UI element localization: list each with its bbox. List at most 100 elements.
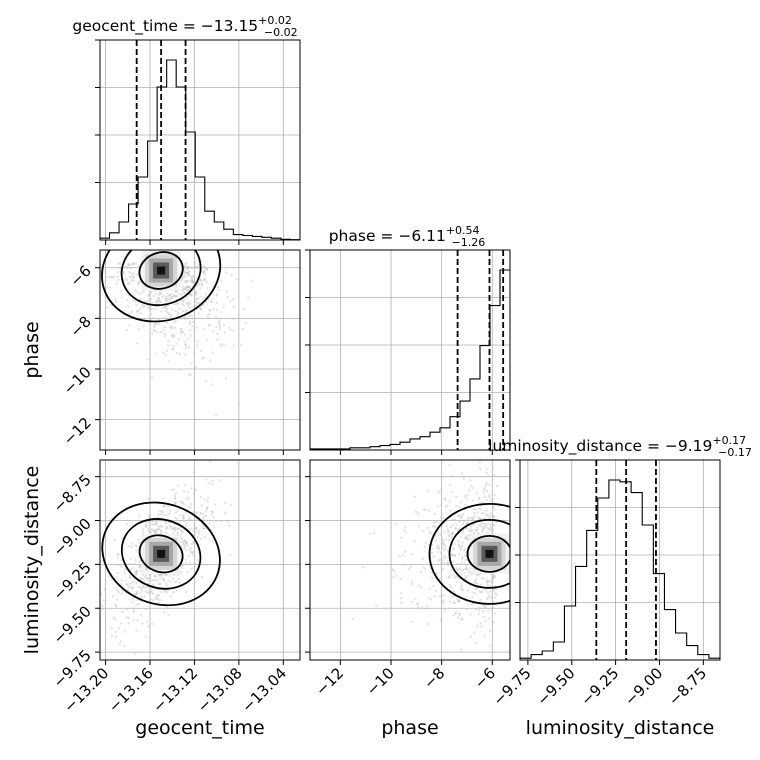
sample-point <box>170 327 174 331</box>
sample-point <box>484 523 487 526</box>
contour-line <box>428 502 510 605</box>
sample-point <box>116 571 120 575</box>
sample-point <box>175 527 179 530</box>
sample-point <box>401 553 405 557</box>
sample-point <box>126 279 129 282</box>
sample-point <box>154 300 158 304</box>
sample-point <box>490 596 493 599</box>
sample-point <box>116 270 119 274</box>
sample-point <box>173 293 176 297</box>
sample-point <box>202 356 205 359</box>
sample-point <box>127 622 131 625</box>
sample-point <box>142 577 145 580</box>
sample-point <box>189 329 192 332</box>
sample-point <box>153 575 157 578</box>
sample-point <box>435 520 438 524</box>
sample-point <box>160 310 163 313</box>
sample-point <box>442 554 446 557</box>
sample-point <box>479 525 482 528</box>
sample-point <box>137 538 140 541</box>
sample-point <box>132 562 136 566</box>
sample-point <box>167 613 170 617</box>
sample-point <box>194 266 197 269</box>
sample-point <box>452 547 455 550</box>
sample-point <box>129 568 133 571</box>
sample-point <box>438 594 442 598</box>
sample-point <box>227 326 231 329</box>
sample-point <box>135 303 138 307</box>
sample-point <box>417 605 420 609</box>
sample-point <box>190 279 194 282</box>
sample-point <box>166 307 169 311</box>
sample-point <box>188 302 192 305</box>
sample-point <box>95 282 97 284</box>
sample-point <box>175 290 179 293</box>
x-ticks <box>339 450 493 455</box>
sample-point <box>149 598 152 601</box>
sample-point <box>144 635 148 639</box>
sample-point <box>191 553 194 556</box>
sample-point <box>195 296 198 299</box>
sample-point <box>446 563 449 566</box>
sample-point <box>172 334 176 337</box>
sample-point <box>440 600 443 604</box>
sample-point <box>214 519 218 523</box>
sample-point <box>111 595 114 598</box>
sample-point <box>191 325 194 328</box>
sample-point <box>186 265 190 268</box>
sample-point <box>455 597 459 601</box>
sample-point <box>153 530 157 533</box>
sample-point <box>133 559 137 562</box>
sample-point <box>226 295 229 299</box>
sample-point <box>184 562 188 565</box>
sample-point <box>187 554 190 557</box>
sample-point <box>453 601 456 605</box>
sample-point <box>440 525 444 528</box>
sample-point <box>457 514 460 518</box>
sample-point <box>458 506 461 509</box>
sample-point <box>167 339 170 343</box>
sample-point <box>486 583 489 587</box>
sample-point <box>151 519 154 523</box>
sample-point <box>195 531 198 534</box>
sample-point <box>148 515 151 518</box>
sample-point <box>455 562 459 566</box>
sample-point <box>475 578 478 581</box>
sample-point <box>476 528 479 532</box>
sample-point <box>182 285 185 289</box>
sample-point <box>201 270 205 274</box>
x-axis-title-luminosity-distance: luminosity_distance <box>526 717 715 739</box>
sample-point <box>490 610 494 613</box>
x-tick-label: −9.25 <box>577 664 622 709</box>
sample-point <box>480 590 484 594</box>
sample-point <box>131 262 135 266</box>
sample-point <box>193 525 197 529</box>
sample-point <box>151 622 154 626</box>
sample-point <box>181 330 184 334</box>
sample-point <box>173 497 177 501</box>
sample-point <box>489 644 492 647</box>
sample-point <box>146 358 149 361</box>
sample-point <box>242 308 246 311</box>
sample-point <box>119 289 122 292</box>
sample-point <box>119 262 122 265</box>
sample-point <box>493 494 497 497</box>
sample-point <box>151 578 154 582</box>
sample-point <box>453 518 456 522</box>
sample-point <box>410 582 413 586</box>
sample-point <box>450 475 454 478</box>
sample-point <box>444 556 448 559</box>
sample-point <box>441 599 445 603</box>
sample-point <box>457 599 460 603</box>
sample-point <box>492 575 495 578</box>
sample-point <box>194 262 197 265</box>
sample-point <box>452 554 455 557</box>
sample-point <box>161 510 165 514</box>
sample-point <box>182 516 185 519</box>
sample-point <box>120 579 123 582</box>
sample-point <box>422 508 426 512</box>
sample-point <box>460 471 464 475</box>
sample-point <box>208 308 211 312</box>
sample-point <box>205 507 209 510</box>
panel-content <box>520 460 720 660</box>
